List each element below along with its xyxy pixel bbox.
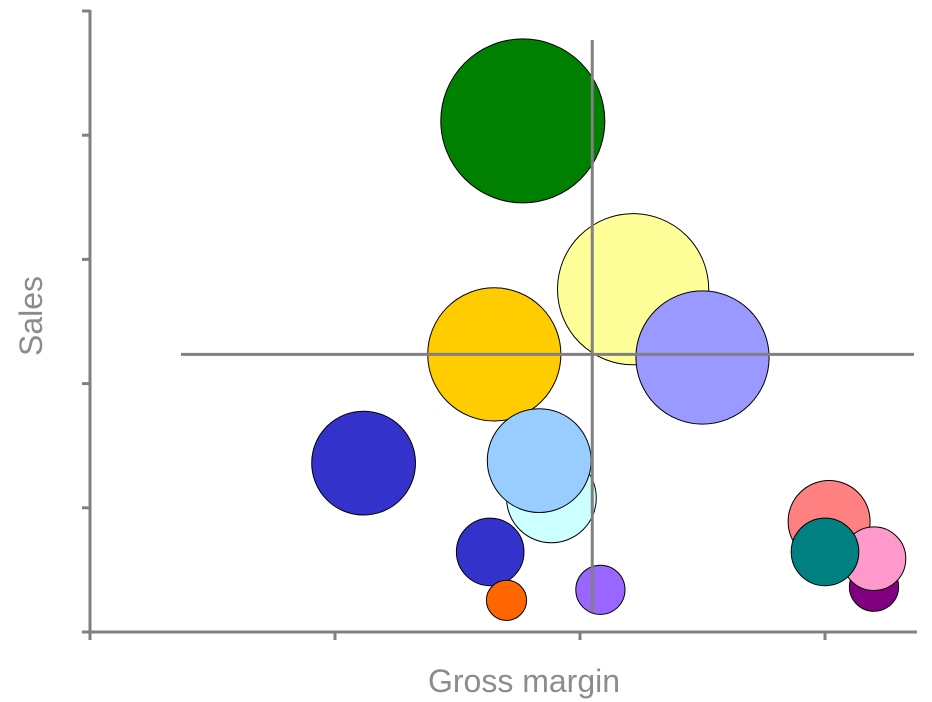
bubble-14 bbox=[790, 517, 860, 587]
bubble-4 bbox=[635, 290, 770, 425]
y-axis-title: Sales bbox=[13, 276, 49, 356]
bubble-5 bbox=[311, 410, 417, 516]
bubble-8 bbox=[455, 517, 525, 587]
bubble-7 bbox=[486, 408, 592, 514]
bubble-10 bbox=[575, 564, 626, 615]
bubble-1 bbox=[440, 38, 606, 204]
x-axis-title: Gross margin bbox=[428, 663, 620, 699]
plot-area bbox=[311, 38, 907, 621]
bubble-9 bbox=[485, 579, 528, 621]
axes bbox=[82, 9, 917, 640]
reference-lines bbox=[181, 40, 914, 612]
